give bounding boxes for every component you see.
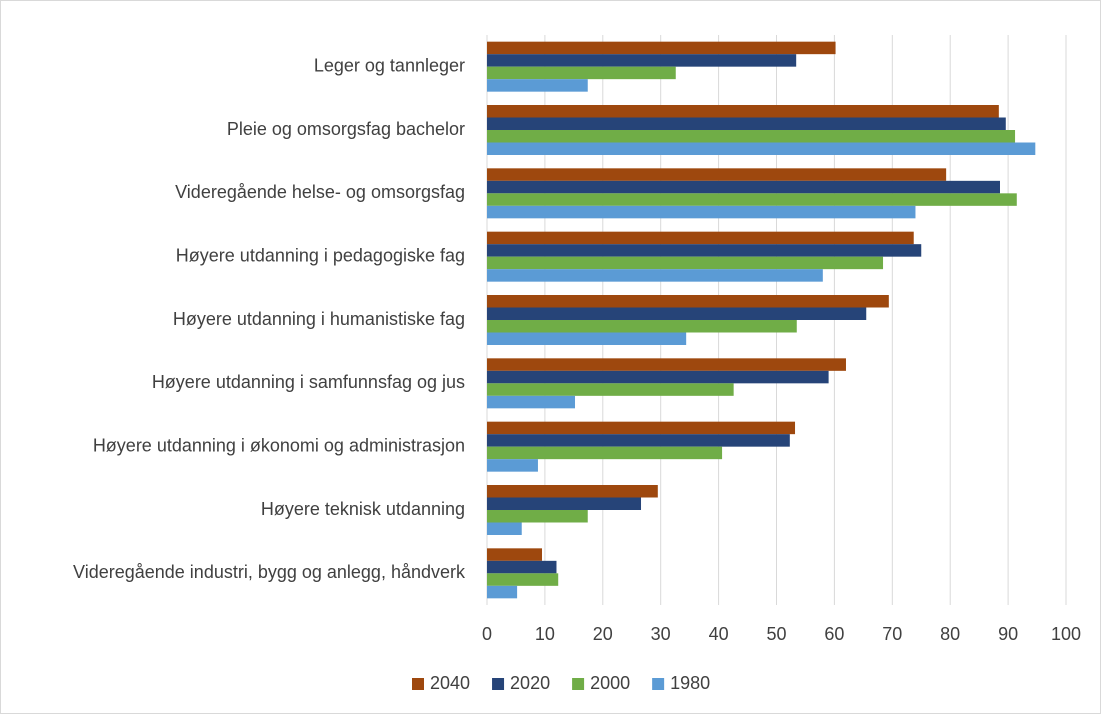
x-tick-label: 90 [998,624,1018,644]
bar [487,142,1036,155]
bar [487,180,1000,194]
legend-swatch [412,678,424,690]
x-tick-label: 10 [535,624,555,644]
bar [487,421,796,435]
y-tick-label: Pleie og omsorgsfag bachelor [227,119,465,139]
bar [487,510,588,523]
legend-label: 2040 [430,673,470,693]
x-tick-label: 20 [593,624,613,644]
bar [487,522,522,535]
x-tick-label: 100 [1051,624,1081,644]
bar [487,205,916,219]
bar [487,560,557,574]
bar [487,117,1006,130]
bar [487,485,658,498]
y-tick-label: Høyere utdanning i økonomi og administra… [93,435,465,455]
bar [487,269,823,282]
y-tick-label: Høyere utdanning i samfunnsfag og jus [152,372,465,392]
x-tick-label: 0 [482,624,492,644]
bar [487,105,999,118]
y-tick-label: Leger og tannleger [314,55,465,75]
x-tick-label: 80 [940,624,960,644]
bar [487,295,889,308]
x-tick-label: 30 [651,624,671,644]
bar [487,548,543,561]
y-tick-label: Høyere utdanning i humanistiske fag [173,309,465,329]
bar [487,168,947,181]
bar [487,231,914,245]
bar [487,370,829,384]
bar [487,497,642,510]
bar [487,434,790,447]
y-tick-label: Videregående helse- og omsorgsfag [175,182,465,202]
legend-swatch [652,678,665,690]
bar [487,585,518,599]
y-tick-label: Høyere utdanning i pedagogiske fag [176,245,465,265]
x-tick-label: 50 [766,624,786,644]
bar [487,459,538,472]
bar [487,358,846,371]
legend-label: 2000 [590,673,630,693]
bar [487,320,797,333]
bar [487,395,576,409]
legend-label: 1980 [670,673,710,693]
bar [487,256,884,270]
bar [487,383,734,396]
bar [487,446,723,460]
x-tick-label: 40 [709,624,729,644]
legend-swatch [492,678,505,690]
bar [487,573,559,586]
y-tick-label: Høyere teknisk utdanning [261,499,465,519]
bar [487,41,836,55]
y-tick-label: Videregående industri, bygg og anlegg, h… [73,562,466,582]
x-tick-label: 60 [824,624,844,644]
bar [487,332,687,345]
bar [487,79,588,92]
bar [487,130,1016,143]
bar [487,54,797,67]
legend-label: 2020 [510,673,550,693]
bar [487,307,867,320]
legend-swatch [572,678,585,690]
bar [487,193,1017,206]
bar [487,66,676,80]
x-tick-label: 70 [882,624,902,644]
bar [487,244,922,257]
